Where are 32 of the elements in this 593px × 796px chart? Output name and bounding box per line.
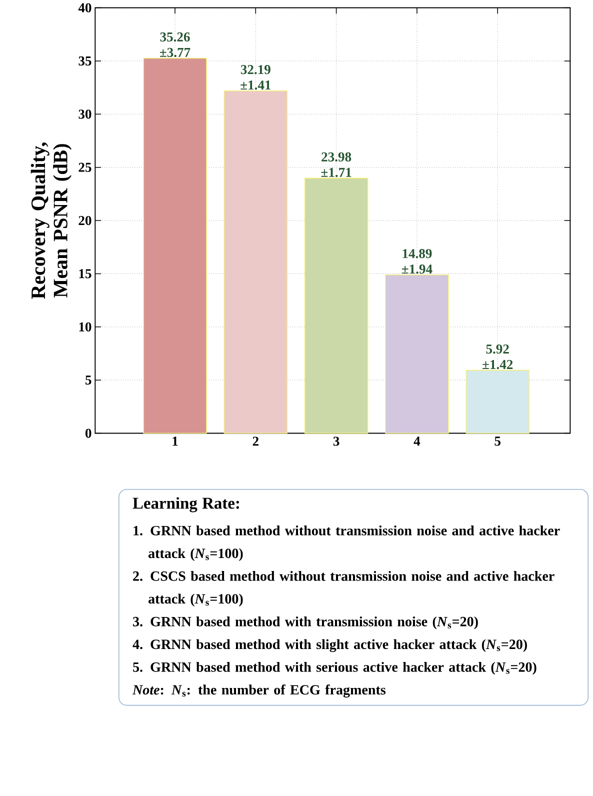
text: 3. GRNN based method with transmission noise (N$_{s}$=20) [133, 616, 478, 630]
y-tick-label: 5 [86, 376, 92, 385]
data-label: 5.92 ±1.42 [482, 344, 513, 370]
y-tick-label: 0 [86, 428, 92, 438]
x-tick-label: 1 [172, 436, 178, 446]
y-tick-label: 40 [78, 3, 92, 12]
data-label: 35.26 ±3.77 [160, 32, 190, 58]
bar [466, 370, 530, 434]
x-tick-label: 4 [414, 436, 420, 446]
bar [385, 274, 450, 434]
y-tick-label: 10 [80, 322, 92, 332]
text: 2. CSCS based method without transmission noise and active hacker attack (N$_{s}$=100) [133, 570, 555, 606]
x-tick-label: 3 [334, 436, 340, 446]
x-tick-label: 5 [494, 436, 501, 446]
data-label: 14.89 ±1.94 [402, 249, 432, 274]
bar [143, 58, 208, 434]
text: Note: N$_{s}$: the number of ECG fragments [132, 684, 386, 698]
y-axis-title: Recovery Quality, Mean PSNR (dB) [31, 142, 72, 299]
data-label: 23.98 ±1.71 [322, 152, 352, 178]
text: 1. GRNN based method without transmission noise and active hacker attack (N$_{s}$=100) [134, 525, 560, 561]
text: Learning Rate: [133, 497, 240, 512]
text: 5. GRNN based method with serious active hacker attack (N$_{s}$=20) [133, 662, 537, 675]
y-tick-label: 25 [78, 162, 92, 172]
y-tick-label: 15 [80, 269, 92, 278]
x-tick-label: 2 [253, 436, 259, 446]
data-label: 32.19 ±1.41 [240, 65, 271, 90]
y-tick-label: 30 [78, 110, 92, 119]
bar [224, 90, 288, 434]
y-tick-label: 35 [78, 56, 92, 66]
y-tick-label: 20 [78, 216, 92, 226]
text: 4. GRNN based method with slight active hacker attack (N$_{s}$=20) [132, 639, 528, 652]
bar [304, 178, 368, 434]
